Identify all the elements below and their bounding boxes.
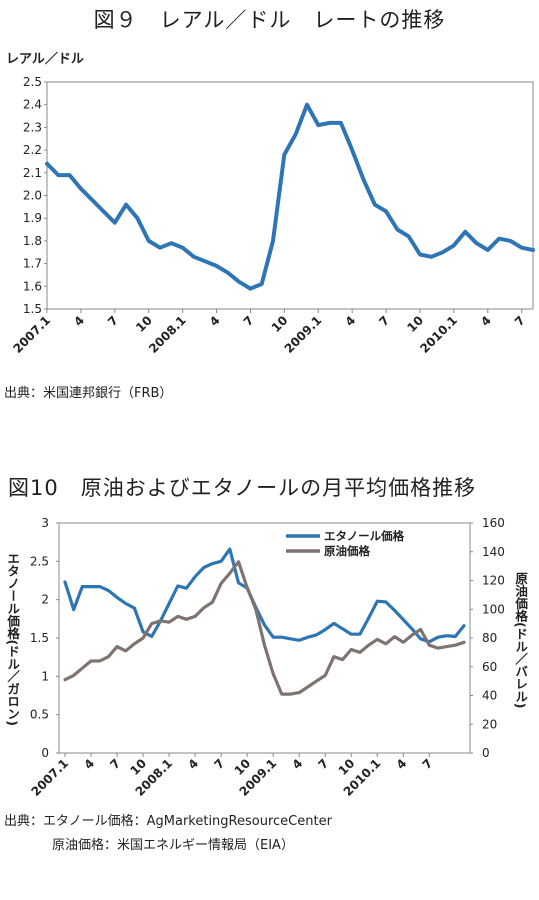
x-tick-label: 7 (107, 756, 123, 772)
legend-label: エタノール価格 (324, 529, 405, 543)
left-y-tick-label: 0 (41, 746, 49, 760)
figure-9-title: 図９ レアル／ドル レートの推移 (93, 8, 446, 32)
y-tick-label: 2.3 (23, 120, 42, 134)
y-tick-label: 2.0 (23, 189, 42, 203)
legend-label: 原油価格 (324, 544, 370, 558)
right-y-tick-label: 0 (482, 746, 490, 760)
left-y-tick-label: 2.5 (30, 554, 49, 568)
y-tick-label: 2.4 (23, 98, 42, 112)
x-tick-label: 4 (185, 756, 201, 772)
x-tick-label: 4 (290, 756, 306, 772)
x-tick-label: 2007.1 (28, 756, 71, 799)
y-tick-label: 1.9 (23, 211, 42, 225)
right-y-tick-label: 60 (482, 660, 497, 674)
y-tick-label: 1.5 (23, 302, 42, 316)
y-tick-label: 2.5 (23, 75, 42, 89)
x-tick-label: 4 (81, 756, 97, 772)
x-tick-label: 7 (420, 756, 436, 772)
right-y-tick-label: 160 (482, 516, 505, 530)
left-y-tick-label: 1 (41, 669, 49, 683)
right-y-tick-label: 100 (482, 602, 505, 616)
y-tick-label: 1.8 (23, 234, 42, 248)
y-tick-label: 2.2 (23, 143, 42, 157)
figure-9-unit-label: レアル／ドル (6, 52, 84, 67)
x-tick-label: 7 (316, 756, 332, 772)
crude-price-line (63, 560, 466, 696)
left-y-tick-label: 2 (41, 593, 49, 607)
y-tick-label: 2.1 (23, 166, 42, 180)
right-y-tick-label: 20 (482, 717, 497, 731)
figure-10-source-ethanol: 出典：エタノール価格：AgMarketingResourceCenter (4, 814, 332, 829)
right-y-tick-label: 120 (482, 574, 505, 588)
right-y-tick-label: 40 (482, 689, 497, 703)
crude-axis-label: 原油価格(ドル／バレル) (513, 572, 529, 709)
right-y-tick-label: 80 (482, 631, 497, 645)
x-tick-label: 7 (211, 756, 227, 772)
exchange-rate-line (45, 102, 535, 291)
figure-9-source: 出典：米国連邦銀行（FRB） (4, 386, 173, 401)
y-tick-label: 1.6 (23, 279, 42, 293)
y-tick-label: 1.7 (23, 257, 42, 271)
figure-10-title: 図10 原油およびエタノールの月平均価格推移 (8, 476, 477, 500)
left-y-tick-label: 3 (41, 516, 49, 530)
ethanol-price-line (63, 547, 466, 644)
figure-10-source-crude: 原油価格：米国エネルギー情報局（EIA） (52, 838, 294, 853)
ethanol-axis-label: エタノール価格(ドル／ガロン) (5, 552, 21, 726)
left-y-tick-label: 1.5 (30, 631, 49, 645)
right-y-tick-label: 140 (482, 545, 505, 559)
left-y-tick-label: 0.5 (30, 708, 49, 722)
x-tick-label: 4 (394, 756, 410, 772)
